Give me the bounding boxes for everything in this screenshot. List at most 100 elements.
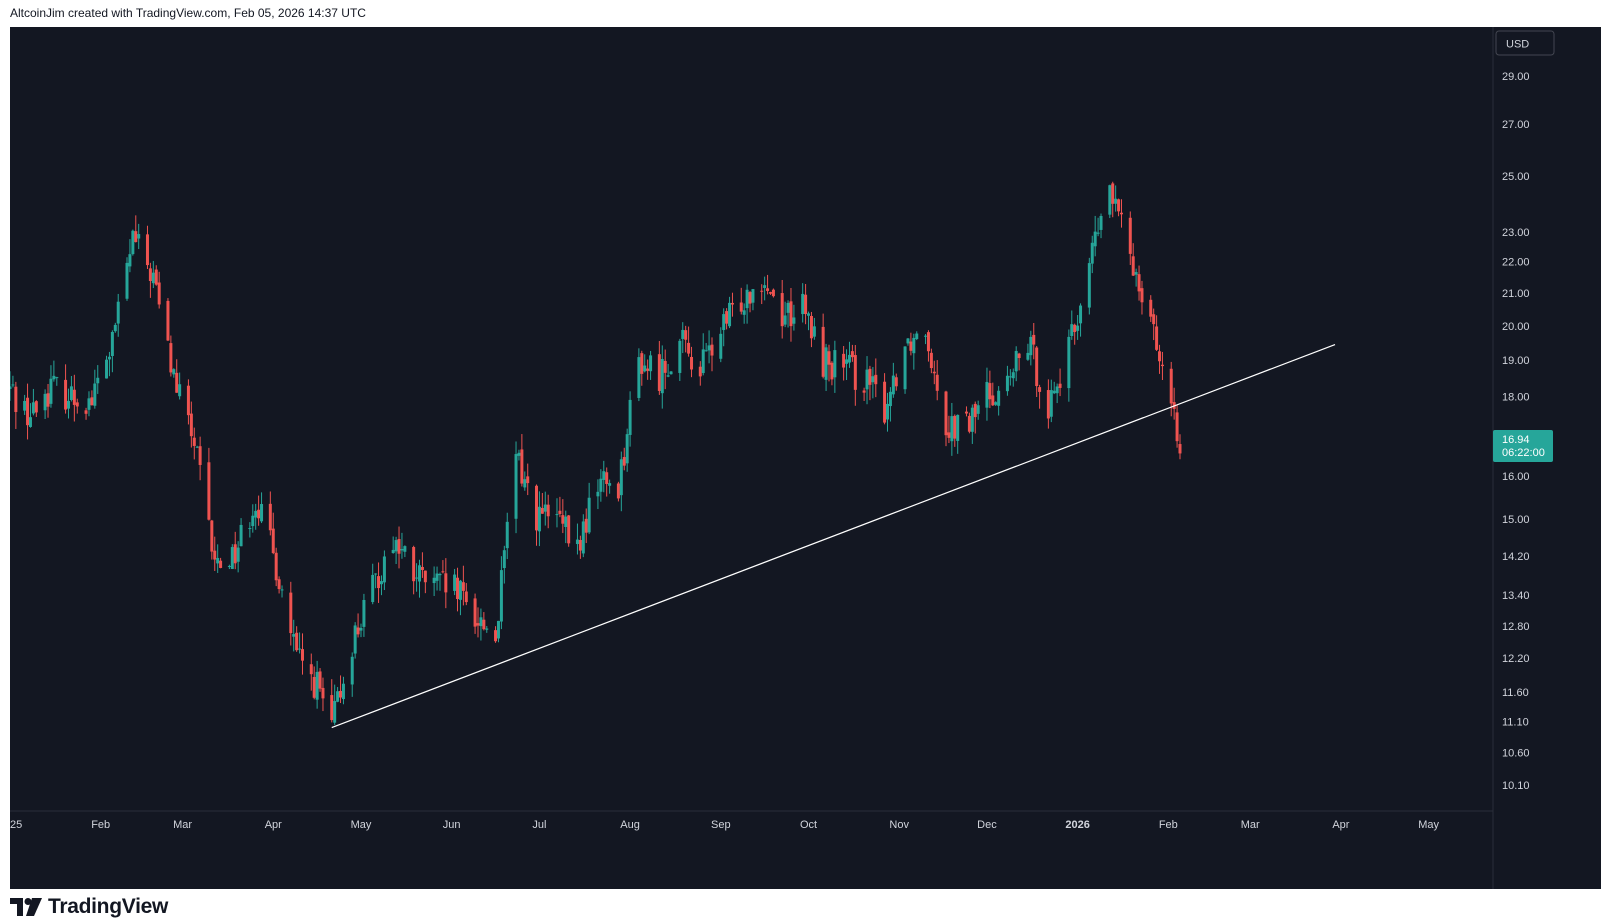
candle — [599, 469, 603, 502]
chart-frame: 29.00 27.00 25.00 23.00 22.00 21.00 20.00 19.00… — [10, 27, 1601, 889]
candle — [871, 367, 875, 399]
candle — [374, 573, 378, 589]
candle — [23, 394, 27, 415]
candle — [760, 284, 764, 305]
candle — [801, 283, 805, 323]
candle — [821, 313, 825, 379]
candle — [216, 544, 220, 573]
candle — [227, 564, 231, 570]
candle — [485, 626, 489, 633]
candle — [350, 652, 354, 697]
candle — [172, 368, 176, 378]
candle — [10, 371, 12, 401]
candle — [657, 341, 661, 395]
candle — [932, 360, 936, 385]
candle — [687, 326, 691, 357]
candle — [812, 317, 816, 340]
candle — [710, 337, 714, 372]
candle — [254, 503, 258, 530]
candle — [1108, 184, 1112, 219]
candle — [236, 541, 240, 573]
candle — [1011, 368, 1015, 387]
candle — [482, 612, 486, 631]
candle — [415, 563, 419, 592]
candle — [458, 579, 462, 616]
candle — [64, 364, 68, 414]
candle — [137, 223, 141, 250]
candle — [748, 290, 752, 313]
candle — [853, 345, 857, 406]
candle — [739, 287, 743, 315]
candle — [251, 504, 255, 533]
price-tick: 10.10 — [1502, 780, 1530, 792]
candle — [722, 308, 726, 347]
candle — [145, 225, 149, 269]
candle — [1128, 211, 1132, 265]
candle — [312, 666, 316, 700]
candle — [681, 322, 685, 354]
candle — [728, 296, 732, 329]
time-tick: Sep — [711, 819, 731, 831]
trendline[interactable] — [331, 343, 1336, 729]
candle — [1073, 323, 1077, 345]
time-tick: Apr — [265, 819, 282, 831]
time-tick: Mar — [173, 819, 192, 831]
candle — [67, 388, 70, 419]
candle — [725, 308, 729, 330]
candle — [195, 445, 199, 449]
price-tick: 12.20 — [1502, 653, 1530, 665]
price-tick: 18.00 — [1502, 392, 1530, 404]
time-tick: Nov — [889, 819, 909, 831]
candle — [336, 687, 340, 703]
candle — [985, 367, 989, 421]
candle — [997, 386, 1001, 416]
candle — [643, 354, 647, 373]
candle — [295, 626, 299, 652]
candle — [178, 372, 182, 400]
time-tick: Mar — [1241, 819, 1260, 831]
candle — [494, 626, 498, 643]
candle — [967, 412, 971, 434]
candle — [745, 284, 749, 324]
candle — [379, 575, 383, 596]
time-tick: 2026 — [1065, 819, 1089, 831]
candle — [646, 359, 650, 380]
candle — [1058, 368, 1062, 397]
candle — [84, 407, 88, 420]
candle — [628, 391, 632, 447]
candle — [704, 342, 708, 352]
candle — [567, 515, 571, 547]
candle — [719, 327, 723, 363]
candle — [134, 215, 138, 243]
candle — [96, 365, 100, 394]
candle — [1140, 280, 1144, 315]
candle — [973, 401, 977, 434]
candle — [994, 401, 998, 406]
tradingview-logo[interactable]: TradingView — [10, 895, 168, 918]
candle — [453, 568, 457, 596]
candle — [72, 374, 76, 422]
candle — [698, 361, 702, 386]
candle — [394, 536, 398, 565]
candle — [69, 376, 73, 402]
candle — [602, 460, 606, 493]
candle — [535, 484, 538, 546]
currency-button[interactable]: USD — [1495, 30, 1555, 56]
candle — [353, 622, 357, 659]
candle — [192, 427, 196, 460]
price-chart[interactable]: 29.00 27.00 25.00 23.00 22.00 21.00 20.00 19.00… — [10, 27, 1601, 889]
candle — [888, 387, 892, 422]
candle — [371, 563, 375, 605]
candle — [105, 355, 109, 379]
candle — [499, 556, 503, 630]
candle — [564, 510, 568, 544]
candle — [128, 239, 132, 273]
candle — [935, 360, 939, 401]
candle — [766, 274, 770, 295]
candle — [789, 287, 793, 342]
candle — [1155, 315, 1159, 352]
candle — [1005, 365, 1009, 396]
candle — [605, 467, 609, 497]
candle — [14, 381, 18, 429]
price-tick: 21.00 — [1502, 288, 1530, 300]
